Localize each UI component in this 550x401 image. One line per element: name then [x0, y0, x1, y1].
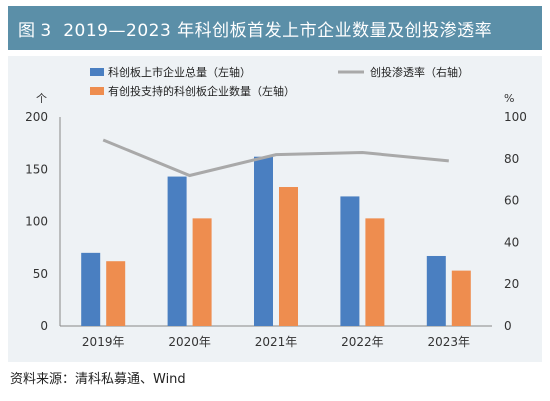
chart-panel: 0 50 100 150 200 0 20 40 60 80 100 个% 2019年 2020年 2021… — [8, 56, 542, 362]
left-axis-unit: 个 — [36, 92, 47, 105]
combo-chart: 0 50 100 150 200 0 20 40 60 80 100 个 % 2019年 2020年 2021… — [25, 65, 527, 349]
right-tick-label: 0 — [504, 319, 512, 333]
figure-header: 图 3 2019—2023 年科创板首发上市企业数量及创投渗透率 — [8, 6, 542, 50]
right-axis-unit: % — [504, 92, 514, 105]
x-tick-label: 2022年 — [341, 335, 384, 349]
legend-label-vc-backed: 有创投支持的科创板企业数量（左轴） — [108, 84, 295, 98]
bar — [451, 270, 471, 326]
x-tick-label: 2019年 — [82, 335, 125, 349]
right-tick-label: 20 — [504, 277, 519, 291]
figure-title: 2019—2023 年科创板首发上市企业数量及创投渗透率 — [63, 20, 493, 41]
x-tick-label: 2021年 — [255, 335, 298, 349]
right-tick-label: 40 — [504, 235, 519, 249]
bar — [254, 156, 273, 326]
bar — [340, 196, 360, 326]
source-note: 资料来源：清科私募通、Wind — [10, 372, 186, 387]
legend-label-rate: 创投渗透率（右轴） — [370, 65, 469, 79]
bar — [81, 252, 101, 326]
left-tick-label: 50 — [33, 267, 48, 281]
left-tick-label: 200 — [25, 110, 48, 124]
bar — [167, 176, 187, 326]
penetration-rate-line — [102, 138, 449, 178]
right-tick-label: 60 — [504, 194, 519, 208]
figure-number: 图 3 — [18, 20, 52, 41]
right-tick-label: 80 — [504, 152, 519, 166]
right-tick-label: 100 — [504, 110, 527, 124]
x-tick-label: 2020年 — [168, 335, 211, 349]
bar — [106, 261, 126, 326]
legend-label-total: 科创板上市企业总量（左轴） — [108, 65, 251, 79]
bar — [279, 187, 298, 326]
x-tick-label: 2023年 — [428, 335, 471, 349]
legend-swatch-total — [90, 68, 104, 76]
legend-swatch-vc-backed — [90, 87, 104, 95]
bar — [192, 218, 212, 326]
left-tick-label: 150 — [25, 162, 48, 176]
bar — [426, 255, 446, 326]
left-tick-label: 100 — [25, 215, 48, 229]
left-tick-label: 0 — [40, 319, 48, 333]
bar — [365, 218, 385, 326]
